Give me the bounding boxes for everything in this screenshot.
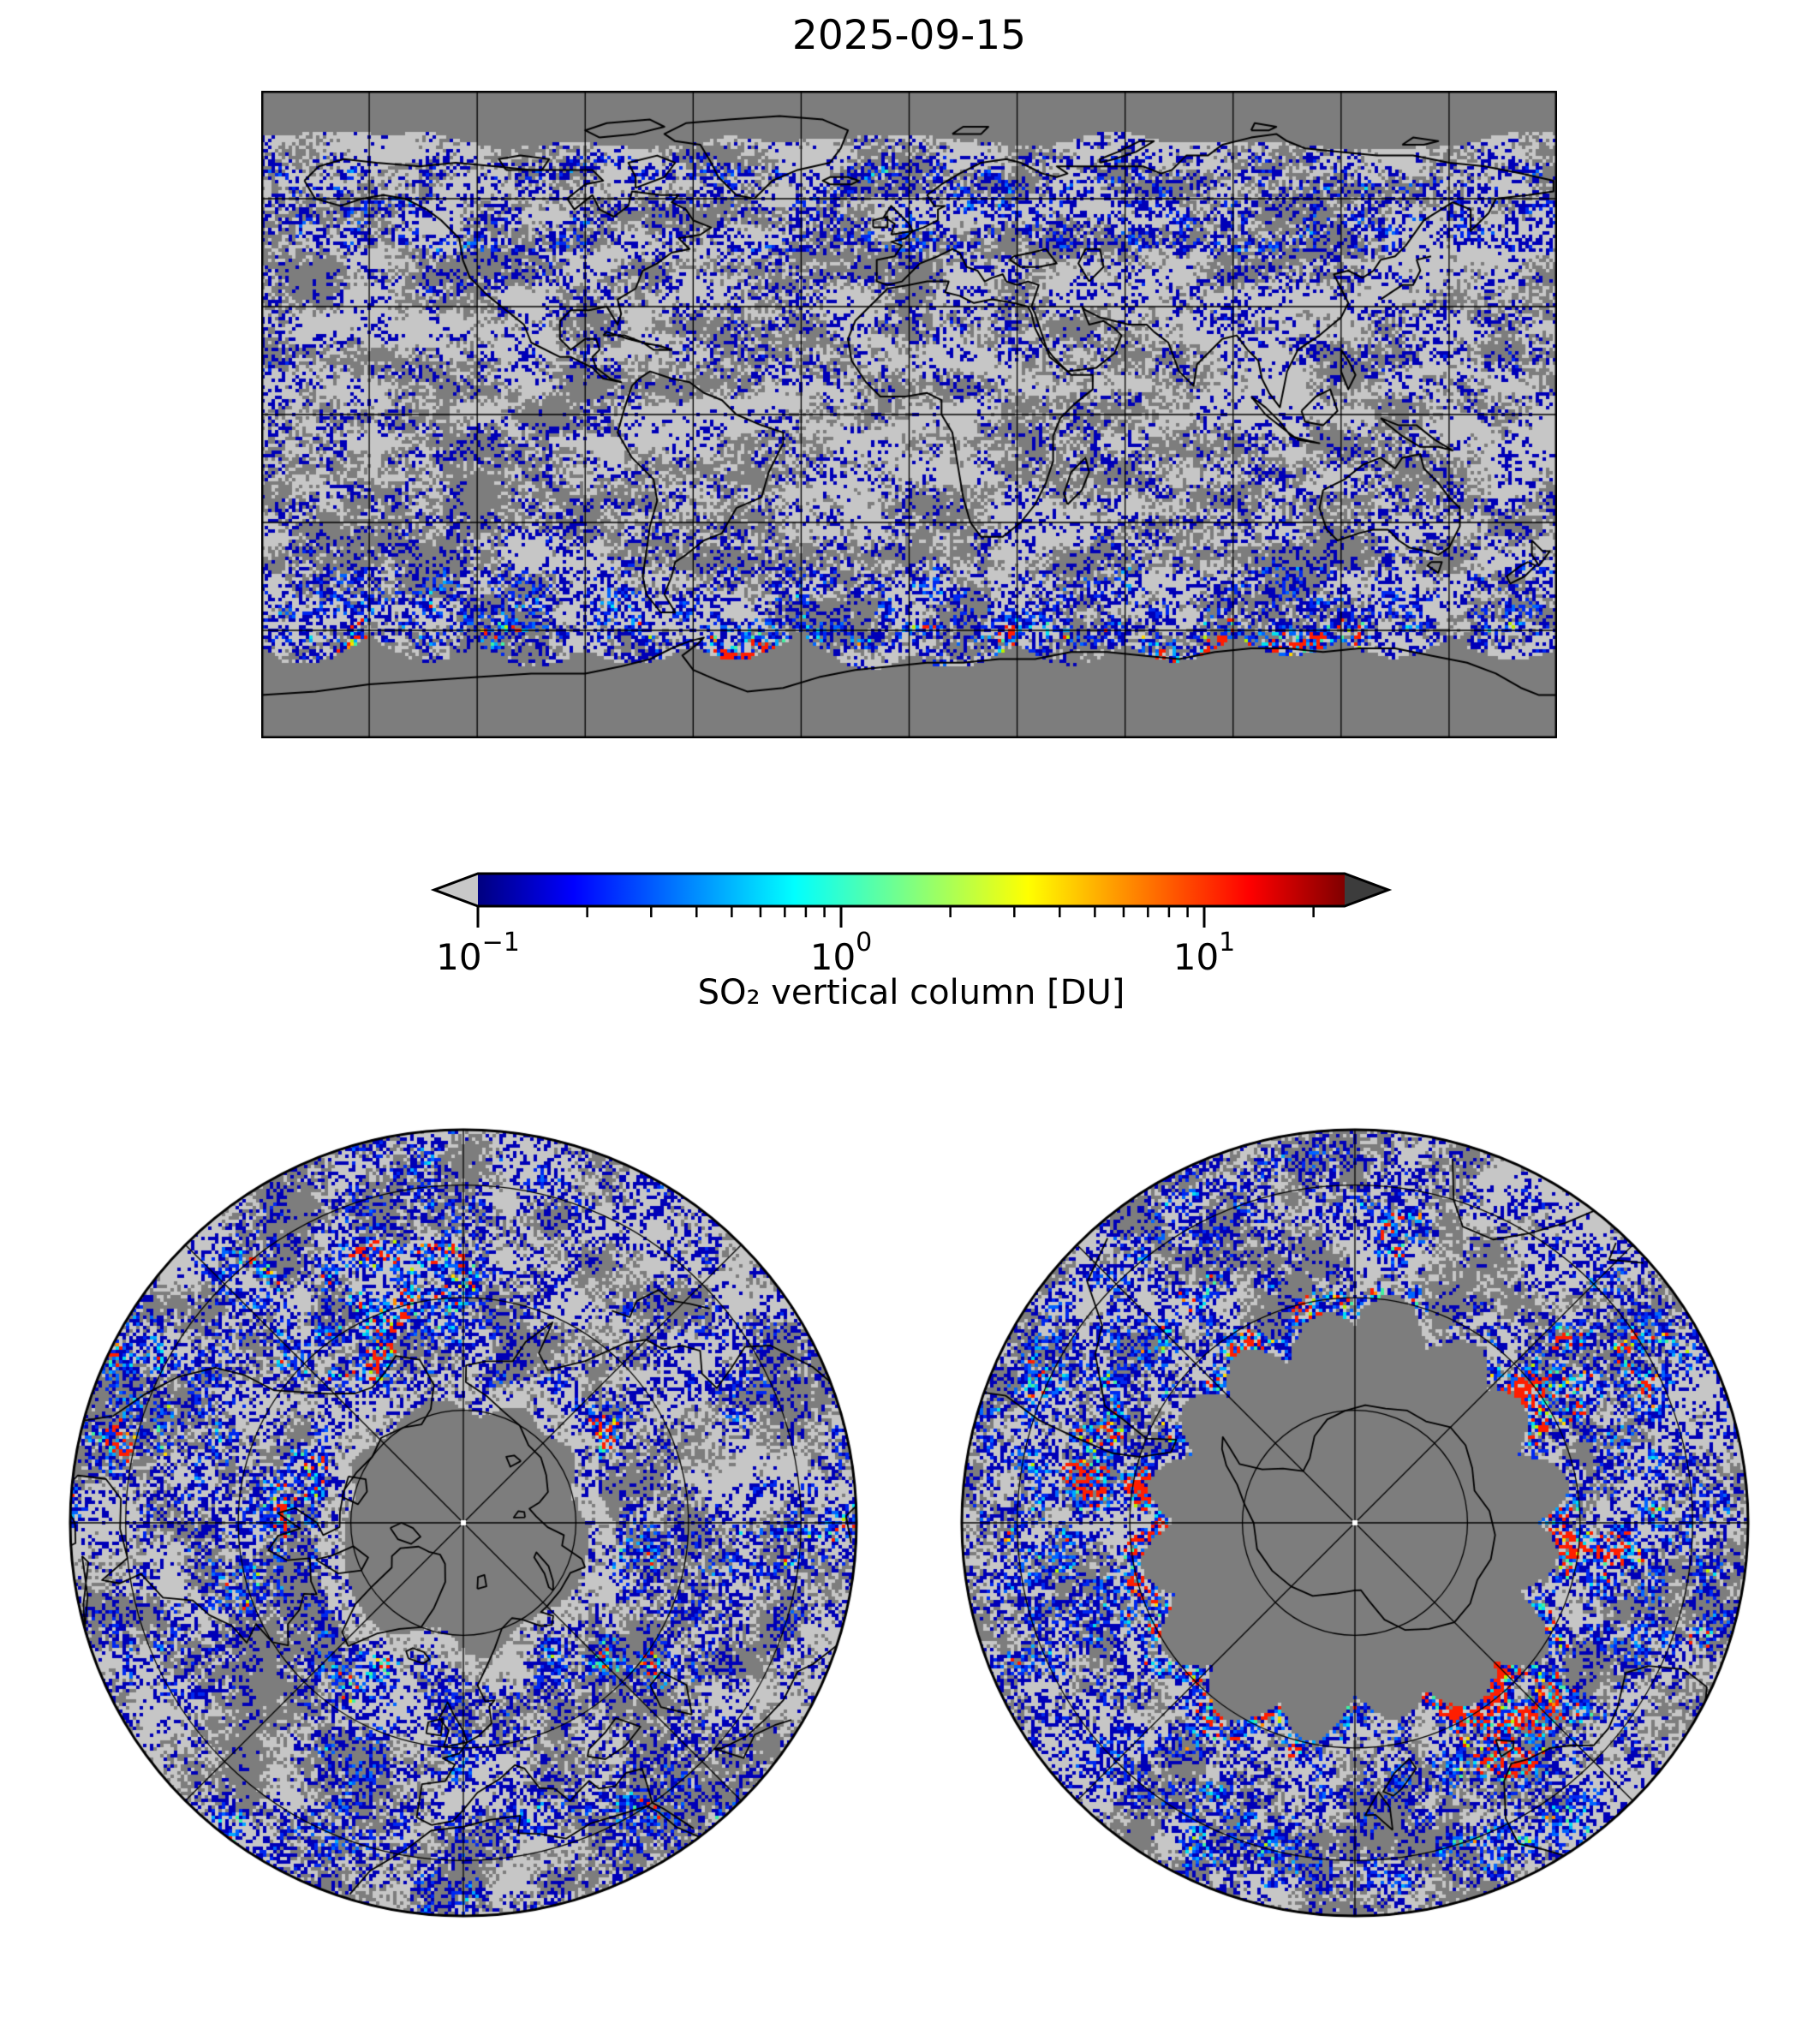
colorbar-tick-label: 10−1 (436, 928, 520, 978)
colorbar-tick-label: 101 (1173, 928, 1236, 978)
colorbar-tick-label: 100 (810, 928, 873, 978)
colorbar-tick-labels: 10−1 100 101 (436, 928, 1235, 978)
north-polar-panel (68, 1127, 859, 1919)
colorbar-axis-label: SO₂ vertical column [DU] (698, 973, 1125, 1012)
south-polar-panel (959, 1127, 1751, 1919)
figure-title: 2025-09-15 (791, 12, 1027, 59)
colorbar-gradient (478, 874, 1345, 906)
colorbar-outline (430, 872, 1393, 908)
colorbar: 10−1 100 101 SO₂ vertical column [DU] (430, 872, 1393, 1012)
global-map-panel (261, 91, 1557, 738)
colorbar-under-arrow (434, 874, 478, 906)
colorbar-over-arrow (1345, 874, 1388, 906)
colorbar-ticks (476, 906, 1315, 928)
